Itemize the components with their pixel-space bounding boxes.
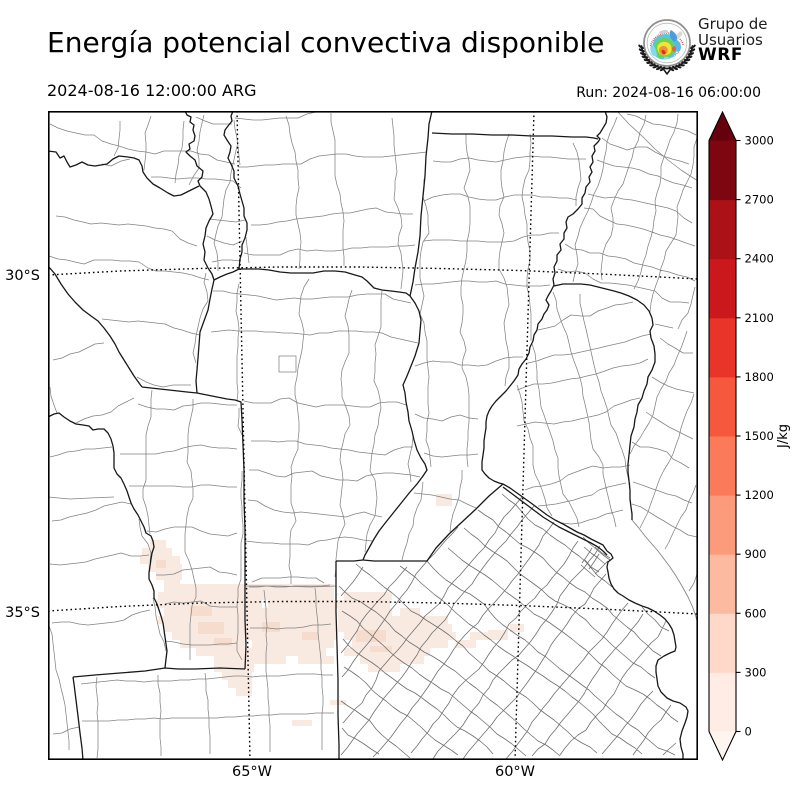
province-line-9	[335, 561, 340, 760]
province-line-5	[239, 268, 411, 297]
departments-misc	[48, 111, 698, 588]
colorbar-band-0	[709, 672, 736, 732]
departments-santafe	[414, 133, 586, 468]
province-line-1	[48, 150, 200, 197]
gridline-65w	[236, 111, 251, 760]
province-line-21	[72, 676, 84, 760]
logo-seal-arc-text-bottom	[653, 48, 681, 59]
departments-larioja	[48, 158, 210, 388]
gridline-60w	[514, 111, 535, 760]
province-line-8	[336, 559, 364, 562]
departments-mendoza	[48, 446, 167, 750]
colorbar-over-arrow	[709, 112, 736, 141]
colorbar-under-arrow	[709, 731, 736, 760]
province-line-3	[213, 268, 240, 281]
colorbar-band-1	[709, 613, 736, 673]
colorbar-tick-label-3000: 3000	[745, 134, 774, 148]
cape-fill-mid	[156, 560, 392, 652]
colorbar-band-6	[709, 317, 736, 378]
province-line-11	[481, 111, 608, 485]
colorbar-tick-label-1800: 1800	[745, 370, 774, 384]
departments-sanjuan	[49, 342, 135, 424]
wrf-users-group-logo: Grupo de Usuarios WRF	[634, 13, 794, 77]
valid-time-label: 2024-08-16 12:00:00 ARG	[47, 81, 257, 100]
lon-label-65w: 65°W	[232, 764, 272, 780]
logo-laurel-wreath	[638, 44, 696, 75]
colorbar-tick-label-1500: 1500	[745, 429, 774, 443]
logo-text-line3: WRF	[698, 45, 743, 65]
logo-seal-arc-text-top	[649, 32, 685, 47]
colorbar-tick-label-600: 600	[745, 606, 767, 620]
page-title: Energía potencial convectiva disponible	[47, 26, 605, 59]
colorbar-tick-label-2100: 2100	[745, 311, 774, 325]
colorbar-tick-label-2700: 2700	[745, 193, 774, 207]
logo-text: Grupo de Usuarios WRF	[698, 15, 768, 65]
departments-cordoba	[210, 278, 421, 584]
departments-santafe-s	[401, 470, 477, 561]
logo-text-line2: Usuarios	[698, 30, 763, 49]
province-line-12	[502, 483, 608, 552]
province-line-0	[184, 111, 215, 281]
province-line-16	[606, 550, 689, 760]
lat-label-35s: 35°S	[5, 605, 40, 621]
logo-text-line1: Grupo de	[698, 15, 768, 33]
province-line-15	[553, 283, 656, 520]
province-line-6	[409, 111, 433, 297]
gridline-35s	[48, 600, 698, 615]
logo-seal-graphic	[638, 19, 696, 75]
province-line-10	[362, 483, 504, 562]
colorbar: 0 300 600 900 1200 1500 1800 2100 2400 2700 3000 J/…	[708, 110, 791, 762]
province-line-4	[195, 279, 215, 394]
colorbar-band-5	[709, 376, 736, 437]
lon-label-60w: 60°W	[495, 764, 535, 780]
colorbar-band-4	[709, 436, 736, 496]
province-line-22	[48, 412, 168, 669]
colorbar-tick-label-300: 300	[745, 665, 767, 679]
lat-label-30s: 30°S	[5, 268, 40, 284]
gridline-30s	[48, 266, 698, 280]
run-time-label: Run: 2024-08-16 06:00:00	[576, 85, 761, 101]
lon-label-65w-text: 65°W	[231, 764, 273, 780]
departments-cordoba-capital	[278, 355, 297, 373]
colorbar-band-7	[709, 258, 736, 319]
departments-buenosaires	[338, 493, 679, 760]
map-panel	[48, 111, 698, 760]
province-line-7	[362, 295, 428, 561]
departments-uruguay-east	[629, 330, 698, 592]
colorbar-unit-label: J/kg	[776, 424, 791, 449]
colorbar-band-9	[709, 140, 736, 201]
departments-corrientes	[557, 113, 698, 330]
colorbar-band-8	[709, 199, 736, 260]
province-line-14	[431, 132, 599, 140]
colorbar-band-2	[709, 554, 736, 614]
lon-label-60w-text: 60°W	[494, 764, 536, 780]
logo-seal-weather-map	[650, 29, 683, 60]
departments-amba	[580, 546, 611, 578]
uruguay-coast	[631, 519, 698, 626]
colorbar-band-3	[709, 495, 736, 555]
province-line-2	[223, 111, 248, 270]
colorbar-tick-label-0: 0	[745, 725, 752, 739]
lat-label-30s-text: 30°S	[5, 268, 40, 284]
province-line-13	[502, 486, 608, 556]
departments-entrerios	[516, 291, 652, 528]
departments-santiago	[233, 111, 428, 290]
colorbar-tick-label-900: 900	[745, 547, 767, 561]
map-border	[48, 111, 698, 760]
lat-label-35s-text: 35°S	[5, 605, 40, 621]
departments-nw	[49, 114, 246, 271]
province-line-17	[48, 265, 143, 388]
colorbar-tick-label-2400: 2400	[745, 252, 774, 266]
province-line-18	[141, 386, 198, 394]
colorbar-tick-label-1200: 1200	[745, 488, 774, 502]
departments-sanluis	[120, 389, 244, 661]
